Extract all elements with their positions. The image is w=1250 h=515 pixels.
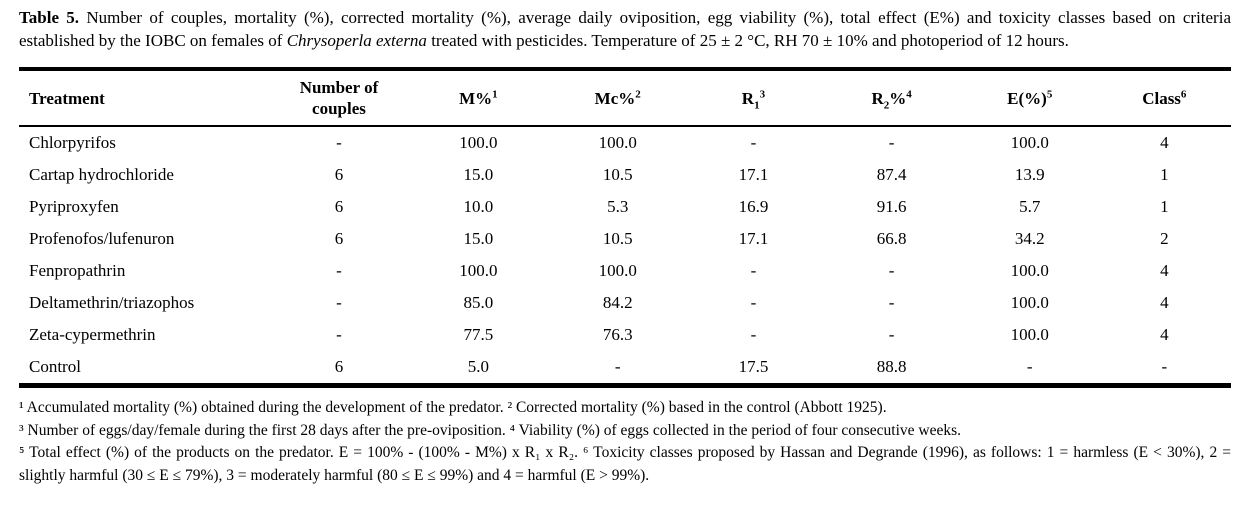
cell-r1: - xyxy=(750,325,757,344)
cell-total-effect: 5.7 xyxy=(1019,197,1041,216)
cell-corrected-mortality: 10.5 xyxy=(602,165,633,184)
cell-corrected-mortality: 84.2 xyxy=(602,293,633,312)
cell-treatment: Pyriproxyfen xyxy=(29,197,119,216)
col-header-couples: Number of couples xyxy=(271,69,407,127)
cell-r2: - xyxy=(888,261,895,280)
cell-total-effect: 100.0 xyxy=(1010,133,1049,152)
footnote-mortality-definitions: ¹ Accumulated mortality (%) obtained dur… xyxy=(19,399,887,416)
table-row-pyriproxyfen: Pyriproxyfen 6 10.0 5.3 16.9 91.6 5.7 1 xyxy=(19,191,1231,223)
footnote-total-effect-and-toxicity-classes: ⁵ Total effect (%) of the products on th… xyxy=(19,444,1231,484)
table-footnotes: ¹ Accumulated mortality (%) obtained dur… xyxy=(19,397,1231,487)
cell-total-effect: 100.0 xyxy=(1010,325,1049,344)
cell-class: 4 xyxy=(1160,133,1169,152)
cell-corrected-mortality: 100.0 xyxy=(598,261,637,280)
cell-r2: 91.6 xyxy=(876,197,907,216)
cell-couples: 6 xyxy=(334,229,344,248)
cell-corrected-mortality: - xyxy=(614,357,621,376)
cell-total-effect: 100.0 xyxy=(1010,261,1049,280)
cell-mortality: 100.0 xyxy=(459,133,498,152)
col-header-corrected-mortality: Mc%2 xyxy=(549,69,686,127)
cell-treatment: Fenpropathrin xyxy=(29,261,126,280)
cell-r1: - xyxy=(750,133,757,152)
cell-treatment: Control xyxy=(29,357,81,376)
col-header-treatment: Treatment xyxy=(19,69,272,127)
cell-couples: - xyxy=(336,293,342,312)
table-header-row: Treatment Number of couples M%1 Mc%2 R13… xyxy=(19,69,1231,127)
footnote-oviposition-viability-definitions: ³ Number of eggs/day/female during the f… xyxy=(19,421,962,439)
cell-class: 2 xyxy=(1160,229,1169,248)
table-row-profenofos-lufenuron: Profenofos/lufenuron 6 15.0 10.5 17.1 66… xyxy=(19,223,1231,255)
caption-text-after-species: treated with pesticides. Temperature of … xyxy=(426,31,1069,50)
cell-couples: - xyxy=(336,261,342,280)
cell-treatment: Profenofos/lufenuron xyxy=(29,229,175,248)
cell-class: 1 xyxy=(1160,197,1169,216)
cell-total-effect: - xyxy=(1026,357,1033,376)
cell-couples: 6 xyxy=(334,357,344,376)
col-header-class: Class6 xyxy=(1097,69,1231,127)
caption-text-before-species: Number of couples, mortality (%), correc… xyxy=(19,8,1231,50)
cell-couples: 6 xyxy=(334,165,344,184)
cell-class: - xyxy=(1161,357,1168,376)
cell-r2: 87.4 xyxy=(876,165,907,184)
cell-r1: - xyxy=(750,293,757,312)
cell-treatment: Zeta-cypermethrin xyxy=(29,325,156,344)
cell-r1: 17.5 xyxy=(738,357,769,376)
table-caption: Table 5. Number of couples, mortality (%… xyxy=(19,6,1231,52)
table-row-cartap-hydrochloride: Cartap hydrochloride 6 15.0 10.5 17.1 87… xyxy=(19,159,1231,191)
cell-class: 1 xyxy=(1160,165,1169,184)
cell-treatment: Chlorpyrifos xyxy=(29,133,116,152)
cell-couples: - xyxy=(336,133,342,152)
cell-couples: - xyxy=(336,325,342,344)
cell-mortality: 85.0 xyxy=(463,293,494,312)
cell-r2: 66.8 xyxy=(876,229,907,248)
cell-r1: - xyxy=(750,261,757,280)
caption-table-number: Table 5. xyxy=(19,8,80,27)
table-row-control: Control 6 5.0 - 17.5 88.8 - - xyxy=(19,351,1231,386)
cell-mortality: 15.0 xyxy=(463,165,494,184)
cell-mortality: 15.0 xyxy=(463,229,494,248)
cell-class: 4 xyxy=(1160,325,1169,344)
cell-r1: 16.9 xyxy=(738,197,769,216)
cell-r1: 17.1 xyxy=(738,229,769,248)
col-header-total-effect: E(%)5 xyxy=(961,69,1098,127)
cell-corrected-mortality: 100.0 xyxy=(598,133,637,152)
col-header-mortality: M%1 xyxy=(406,69,550,127)
cell-corrected-mortality: 76.3 xyxy=(602,325,633,344)
caption-species-name: Chrysoperla externa xyxy=(286,31,427,50)
col-header-r1: R13 xyxy=(685,69,822,127)
cell-corrected-mortality: 10.5 xyxy=(602,229,633,248)
table-row-chlorpyrifos: Chlorpyrifos - 100.0 100.0 - - 100.0 4 xyxy=(19,126,1231,159)
cell-total-effect: 100.0 xyxy=(1010,293,1049,312)
cell-r2: - xyxy=(888,293,895,312)
cell-mortality: 5.0 xyxy=(467,357,489,376)
cell-mortality: 100.0 xyxy=(459,261,498,280)
cell-corrected-mortality: 5.3 xyxy=(607,197,629,216)
cell-treatment: Deltamethrin/triazophos xyxy=(29,293,195,312)
results-table: Treatment Number of couples M%1 Mc%2 R13… xyxy=(19,67,1231,388)
cell-total-effect: 34.2 xyxy=(1014,229,1045,248)
cell-class: 4 xyxy=(1160,293,1169,312)
cell-total-effect: 13.9 xyxy=(1014,165,1045,184)
cell-mortality: 77.5 xyxy=(463,325,494,344)
cell-r2: - xyxy=(888,325,895,344)
cell-mortality: 10.0 xyxy=(463,197,494,216)
table-row-deltamethrin-triazophos: Deltamethrin/triazophos - 85.0 84.2 - - … xyxy=(19,287,1231,319)
cell-class: 4 xyxy=(1160,261,1169,280)
table-row-zeta-cypermethrin: Zeta-cypermethrin - 77.5 76.3 - - 100.0 … xyxy=(19,319,1231,351)
cell-r2: 88.8 xyxy=(876,357,907,376)
cell-couples: 6 xyxy=(334,197,344,216)
cell-r2: - xyxy=(888,133,895,152)
col-header-r2: R2%4 xyxy=(821,69,962,127)
cell-treatment: Cartap hydrochloride xyxy=(29,165,174,184)
table-row-fenpropathrin: Fenpropathrin - 100.0 100.0 - - 100.0 4 xyxy=(19,255,1231,287)
cell-r1: 17.1 xyxy=(738,165,769,184)
